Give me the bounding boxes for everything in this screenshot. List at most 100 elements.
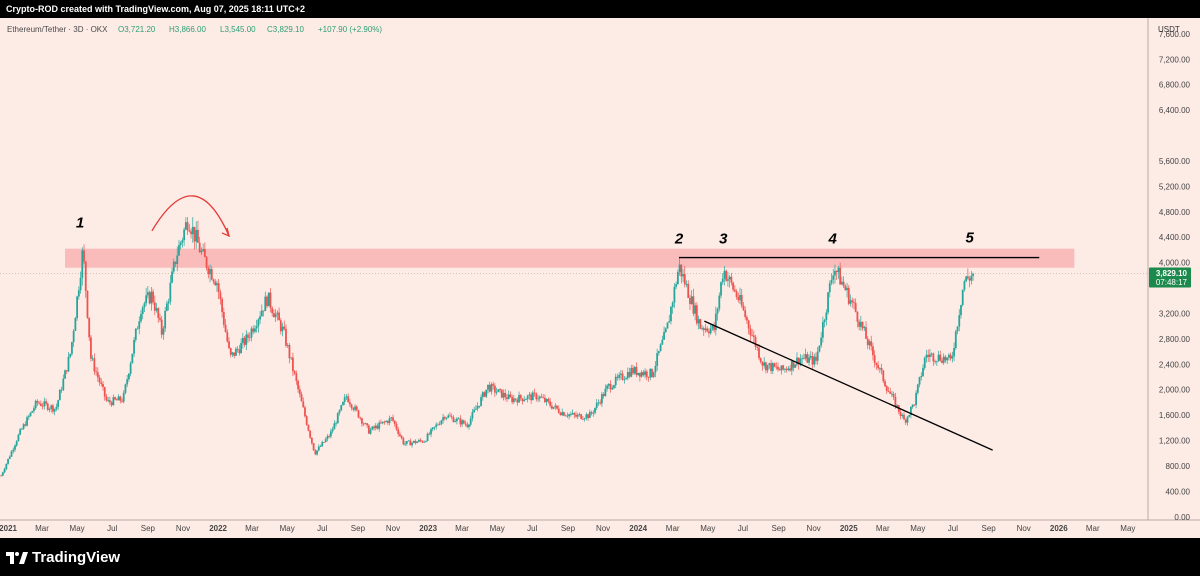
candle-body <box>409 440 412 446</box>
candle-body <box>564 415 567 417</box>
candle-body <box>238 349 241 354</box>
candle-body <box>846 287 848 291</box>
candle-body <box>65 370 68 372</box>
candle-body <box>827 292 829 313</box>
candle-body <box>3 468 6 473</box>
price-chart[interactable]: 1 2 3 4 5 7,600.00 7,200.00 6,800.00 6,400.00 5,… <box>0 18 1200 538</box>
candle-body <box>67 356 70 372</box>
candle-body <box>121 400 123 402</box>
candle-body <box>535 393 538 400</box>
candle-body <box>716 308 719 314</box>
x-tick-label: Jul <box>107 524 117 533</box>
x-tick-label: 2022 <box>209 524 227 533</box>
candle-body <box>483 392 486 397</box>
candle-body <box>880 367 883 371</box>
candle-body <box>343 397 346 402</box>
candle-body <box>324 439 327 443</box>
candle-body <box>580 414 583 419</box>
candle-body <box>317 446 320 451</box>
candle-body <box>133 339 135 354</box>
currency-label: USDT <box>1158 25 1180 34</box>
candle-body <box>24 424 27 426</box>
candle-body <box>939 354 942 361</box>
candle-body <box>765 362 767 371</box>
candle-body <box>419 439 422 441</box>
candle-body <box>381 421 384 424</box>
candle-body <box>262 310 265 312</box>
candle-body <box>540 396 543 398</box>
candle-body <box>518 394 520 403</box>
candle-body <box>530 394 533 401</box>
candle-body <box>159 317 161 320</box>
candle-body <box>675 284 678 287</box>
candle-body <box>575 414 577 417</box>
candle-body <box>461 420 463 425</box>
candle-body <box>947 354 950 358</box>
x-tick-label: May <box>1120 524 1135 533</box>
candle-body <box>395 423 398 430</box>
candle-body <box>758 347 760 359</box>
y-tick-label: 6,400.00 <box>1159 106 1191 115</box>
candle-body <box>937 354 940 361</box>
price-tag-value: 3,829.10 <box>1156 269 1188 278</box>
candle-body <box>751 335 753 337</box>
x-tick-label: Sep <box>771 524 786 533</box>
candle-body <box>678 264 681 273</box>
candle-body <box>309 430 312 438</box>
candle-body <box>102 383 104 388</box>
x-tick-label: May <box>70 524 85 533</box>
candle-body <box>714 313 717 331</box>
y-tick-label: 2,400.00 <box>1159 360 1191 369</box>
candle-body <box>452 417 455 423</box>
candle-body <box>637 372 640 375</box>
candle-body <box>45 401 47 404</box>
candle-body <box>849 300 852 304</box>
candle-body <box>604 388 607 397</box>
candle-body <box>112 397 115 406</box>
candle-body <box>920 376 923 377</box>
candle-body <box>471 412 474 419</box>
candle-body <box>50 405 53 409</box>
candle-body <box>457 418 460 420</box>
tradingview-logo[interactable]: TradingView <box>6 548 120 566</box>
candle-body <box>808 357 810 363</box>
candle-body <box>872 346 874 356</box>
ohlc-low: L3,545.00 <box>220 25 256 34</box>
candle-body <box>809 355 812 358</box>
candle-body <box>635 366 638 375</box>
candle-body <box>873 355 876 363</box>
candle-body <box>611 388 614 390</box>
candle-body <box>868 341 871 346</box>
candle-body <box>680 264 683 277</box>
candle-body <box>20 428 23 430</box>
candle-body <box>480 397 482 406</box>
candle-body <box>304 407 306 417</box>
candle-body <box>701 328 703 330</box>
candle-body <box>295 373 298 381</box>
candle-body <box>319 446 322 448</box>
candle-body <box>516 399 519 403</box>
candle-body <box>424 441 427 442</box>
candle-body <box>709 328 712 334</box>
candle-body <box>673 286 676 303</box>
candle-body <box>331 429 334 432</box>
candle-body <box>171 271 173 283</box>
candle-body <box>14 445 16 450</box>
candle-body <box>378 422 381 429</box>
candle-body <box>682 274 684 277</box>
candle-body <box>52 405 54 412</box>
candle-body <box>711 324 714 329</box>
candle-body <box>423 441 425 443</box>
candle-body <box>725 270 728 281</box>
candle-body <box>935 360 938 362</box>
wave-label-3: 3 <box>719 231 728 248</box>
candle-body <box>407 440 410 442</box>
x-tick-label: Jul <box>738 524 748 533</box>
candle-body <box>157 308 160 318</box>
candle-body <box>694 305 697 314</box>
y-tick-label: 6,800.00 <box>1159 81 1191 90</box>
candle-body <box>571 413 574 415</box>
candle-body <box>383 421 386 423</box>
candle-body <box>500 389 503 398</box>
candle-body <box>730 276 733 283</box>
